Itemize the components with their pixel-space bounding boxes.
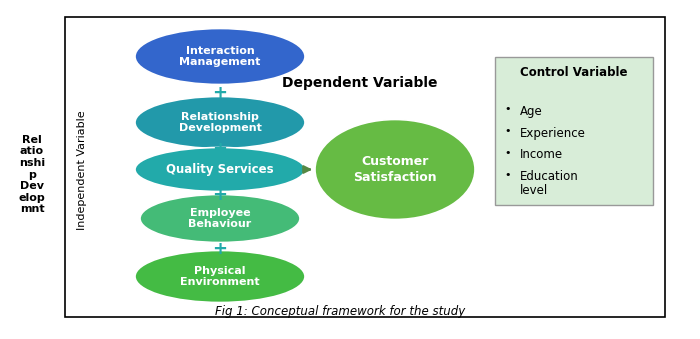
- Text: Rel
atio
nshi
p
Dev
elop
mnt: Rel atio nshi p Dev elop mnt: [19, 135, 46, 215]
- Text: Independent Variable: Independent Variable: [77, 111, 87, 230]
- Ellipse shape: [135, 97, 305, 148]
- Text: Age: Age: [520, 104, 542, 118]
- Text: Employee
Behaviour: Employee Behaviour: [188, 208, 251, 229]
- Text: •: •: [505, 126, 511, 137]
- Text: Control Variable: Control Variable: [520, 66, 628, 80]
- Text: Quality Services: Quality Services: [166, 163, 274, 176]
- Text: Interaction
Management: Interaction Management: [179, 46, 260, 67]
- Text: +: +: [213, 140, 228, 159]
- Text: Relationship
Development: Relationship Development: [178, 112, 261, 133]
- Text: •: •: [505, 148, 511, 159]
- Text: Physical
Environment: Physical Environment: [180, 266, 260, 287]
- Ellipse shape: [140, 195, 300, 242]
- Ellipse shape: [315, 120, 475, 219]
- Text: +: +: [213, 83, 228, 101]
- Text: •: •: [505, 104, 511, 115]
- Bar: [495, 57, 653, 204]
- Text: Income: Income: [520, 148, 563, 161]
- Text: +: +: [213, 185, 228, 203]
- Text: +: +: [213, 239, 228, 258]
- Text: Customer
Satisfaction: Customer Satisfaction: [354, 155, 437, 184]
- Text: Dependent Variable: Dependent Variable: [282, 76, 438, 89]
- Bar: [65, 17, 665, 317]
- Text: Experience: Experience: [520, 126, 586, 140]
- Text: •: •: [505, 171, 511, 180]
- Ellipse shape: [135, 28, 305, 84]
- Ellipse shape: [135, 147, 305, 192]
- Text: Fig 1: Conceptual framework for the study: Fig 1: Conceptual framework for the stud…: [215, 305, 465, 319]
- Ellipse shape: [135, 251, 305, 302]
- Text: Education
level: Education level: [520, 171, 579, 198]
